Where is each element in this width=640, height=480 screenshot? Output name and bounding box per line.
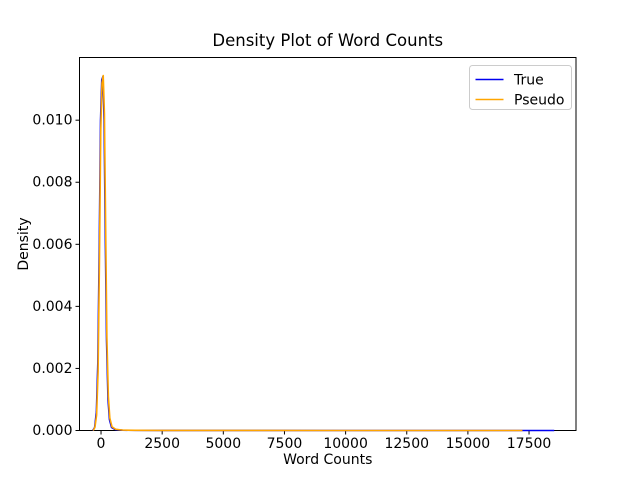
y-axis-ticks: 0.000 0.002 0.004 0.006 0.008 0.010 <box>32 113 80 439</box>
x-tick-label: 0 <box>97 436 106 452</box>
y-axis-label: Density <box>16 217 32 270</box>
x-tick-label: 17500 <box>507 436 552 452</box>
y-tick-label: 0.002 <box>32 361 72 377</box>
series-line-pseudo <box>92 74 523 432</box>
legend-label-true: True <box>513 73 544 89</box>
legend-box <box>469 65 572 110</box>
y-tick-label: 0.004 <box>32 299 72 315</box>
x-tick-label: 7500 <box>267 436 303 452</box>
plot-frame <box>79 57 577 431</box>
plot-series <box>92 74 555 432</box>
x-tick-label: 12500 <box>384 436 429 452</box>
y-tick-label: 0.008 <box>32 175 72 191</box>
x-tick-label: 2500 <box>144 436 180 452</box>
y-tick-label: 0.000 <box>32 423 72 439</box>
chart-title: Density Plot of Word Counts <box>212 31 443 50</box>
x-tick-label: 10000 <box>323 436 368 452</box>
x-axis-label: Word Counts <box>283 452 372 468</box>
y-tick-label: 0.010 <box>32 113 72 129</box>
x-axis-ticks: 0 2500 5000 7500 10000 12500 15000 17500 <box>97 430 552 452</box>
x-tick-label: 15000 <box>446 436 491 452</box>
x-tick-label: 5000 <box>205 436 241 452</box>
y-tick-label: 0.006 <box>32 237 72 253</box>
series-line-true <box>92 75 555 432</box>
legend-label-pseudo: Pseudo <box>514 93 564 109</box>
legend: True Pseudo <box>469 65 572 110</box>
